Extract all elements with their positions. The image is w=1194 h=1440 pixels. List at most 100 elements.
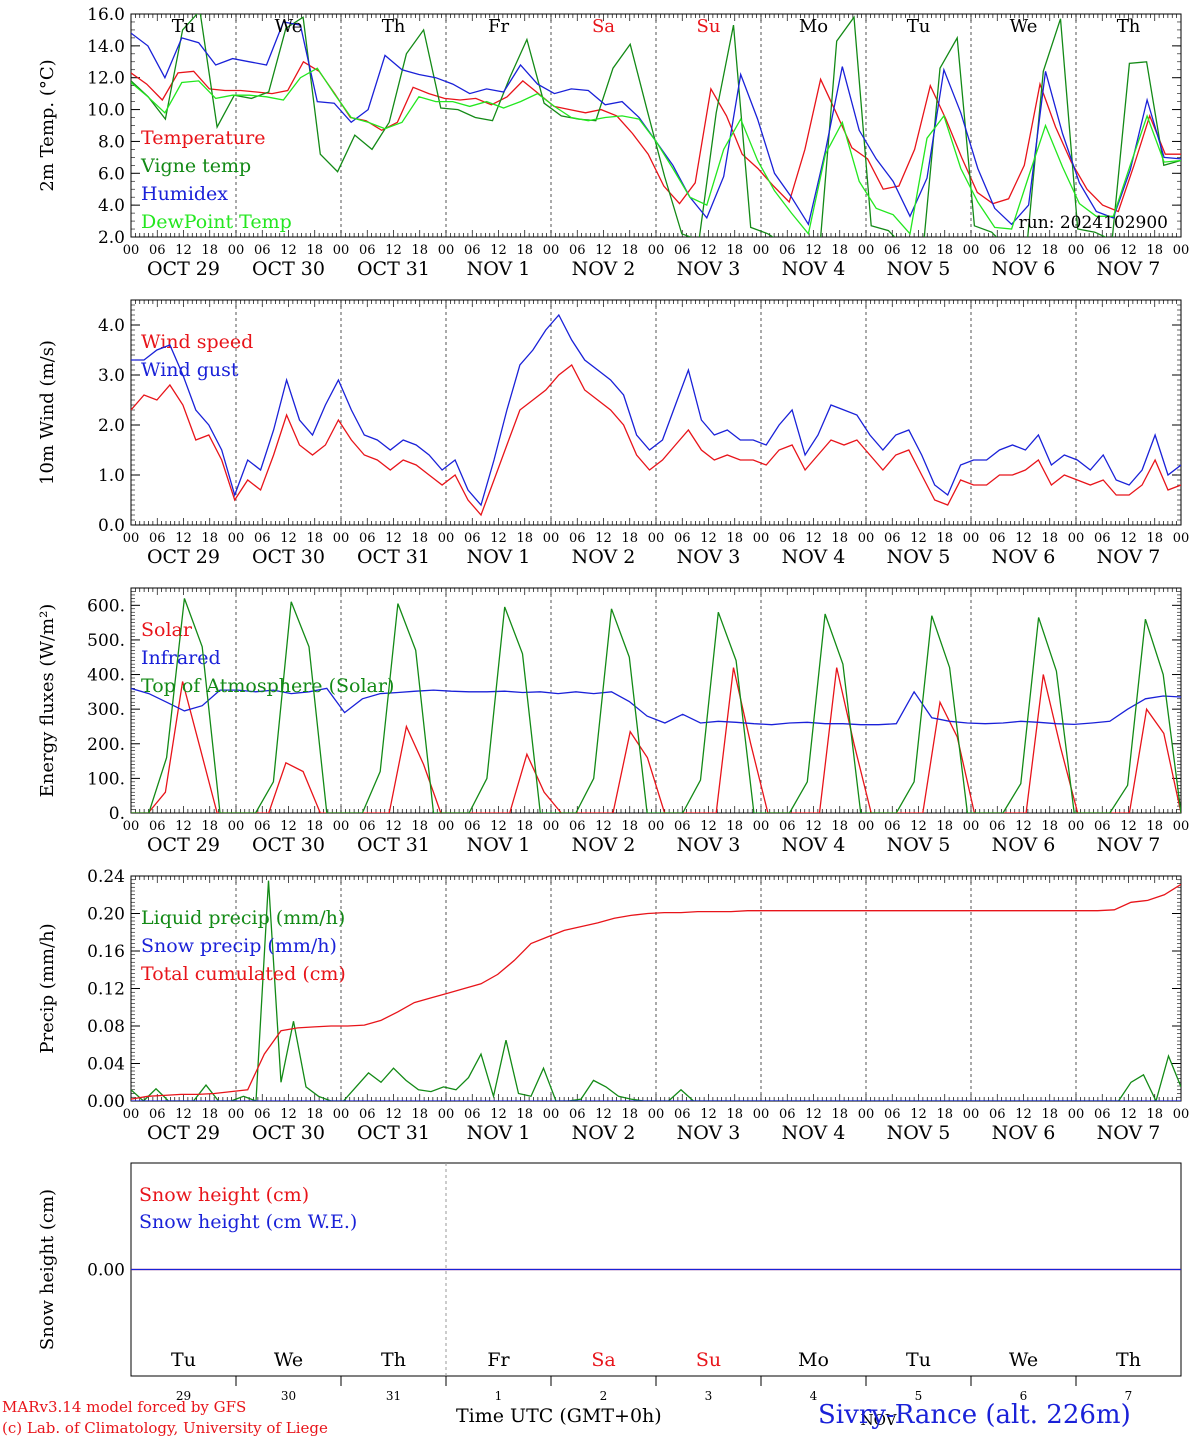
day-label: NOV 4 [782, 258, 846, 280]
hour-label: 00 [963, 819, 980, 834]
hour-label: 06 [884, 531, 901, 546]
hour-label: 00 [753, 1107, 770, 1122]
hour-label: 06 [989, 1107, 1006, 1122]
y-axis-title: Snow height (cm) [37, 1189, 58, 1350]
hour-label: 00 [123, 243, 140, 258]
hour-label: 12 [805, 819, 822, 834]
hour-label: 12 [595, 1107, 612, 1122]
hour-label: 18 [1146, 531, 1163, 546]
weekday-label: Tu [171, 1349, 196, 1371]
hour-label: 12 [910, 531, 927, 546]
hour-label: 00 [543, 243, 560, 258]
series-line-1 [131, 667, 1181, 813]
y-axis-title: 2m Temp. (°C) [37, 59, 58, 191]
legend-entry: Snow precip (mm/h) [141, 935, 337, 957]
legend-entry: Wind gust [141, 359, 239, 381]
hour-label: 18 [306, 1107, 323, 1122]
hour-label: 18 [516, 531, 533, 546]
series-line-1 [131, 364, 1181, 517]
y-tick-label: 0.04 [87, 1055, 125, 1075]
hour-label: 06 [149, 1107, 166, 1122]
panel-frame [130, 299, 1182, 526]
hour-label: 00 [228, 531, 245, 546]
weekday-label: Su [696, 1349, 721, 1371]
hour-label: 00 [648, 1107, 665, 1122]
hour-label: 12 [385, 1107, 402, 1122]
bottom-day-number: 3 [705, 1389, 713, 1403]
hour-label: 00 [1173, 819, 1190, 834]
day-label: NOV 6 [992, 834, 1056, 856]
hour-label: 12 [1120, 819, 1137, 834]
hour-label: 06 [149, 819, 166, 834]
hour-label: 12 [490, 819, 507, 834]
hour-label: 06 [359, 531, 376, 546]
hour-label: 12 [805, 531, 822, 546]
y-tick-label: 3.0 [98, 366, 125, 386]
hour-label: 18 [201, 243, 218, 258]
day-label: NOV 2 [572, 1122, 636, 1144]
hour-label: 06 [989, 531, 1006, 546]
series-line-2 [131, 313, 1181, 507]
hour-label: 06 [464, 243, 481, 258]
weekday-label: We [274, 1349, 303, 1371]
day-label: OCT 31 [357, 258, 430, 280]
day-label: NOV 5 [887, 1122, 951, 1144]
day-label: NOV 1 [467, 546, 531, 568]
day-label: NOV 2 [572, 546, 636, 568]
hour-label: 06 [569, 243, 586, 258]
hour-label: 18 [411, 531, 428, 546]
hour-label: 00 [858, 531, 875, 546]
hour-label: 06 [1094, 243, 1111, 258]
hour-label: 12 [1015, 819, 1032, 834]
hour-label: 12 [175, 243, 192, 258]
day-label: NOV 5 [887, 546, 951, 568]
hour-label: 06 [464, 1107, 481, 1122]
y-tick-label: 0. [109, 804, 125, 824]
bottom-month-label: NOV [861, 1411, 898, 1429]
hour-label: 00 [963, 531, 980, 546]
y-tick-label: 10.0 [87, 101, 125, 121]
hour-label: 00 [438, 819, 455, 834]
legend-entry: Vigne temp [140, 155, 251, 177]
day-label: OCT 31 [357, 546, 430, 568]
y-tick-label: 0.24 [87, 867, 125, 887]
legend-entry: DewPoint Temp [141, 211, 292, 233]
hour-label: 12 [280, 243, 297, 258]
weekday-label: We [1009, 1349, 1038, 1371]
y-axis-title: 10m Wind (m/s) [37, 340, 58, 485]
weekday-label: Sa [591, 1349, 615, 1371]
panel-frame [130, 587, 1182, 814]
day-label: NOV 2 [572, 258, 636, 280]
y-axis-title: Energy fluxes (W/m²) [37, 604, 58, 798]
y-tick-label: 0.20 [87, 905, 125, 925]
legend-entry: Total cumulated (cm) [141, 963, 346, 985]
legend-entry: Liquid precip (mm/h) [141, 907, 345, 929]
y-axis-title: Precip (mm/h) [37, 923, 58, 1053]
day-label: NOV 1 [467, 1122, 531, 1144]
hour-label: 18 [1041, 1107, 1058, 1122]
weekday-label: Th [382, 16, 406, 37]
station-name: Sivry-Rance (alt. 226m) [818, 1400, 1131, 1430]
hour-label: 18 [726, 243, 743, 258]
hour-label: 00 [1173, 1107, 1190, 1122]
y-tick-label: 2.0 [98, 228, 125, 248]
series-line-3 [131, 598, 1181, 813]
day-label: NOV 4 [782, 834, 846, 856]
hour-label: 12 [175, 819, 192, 834]
day-label: OCT 30 [252, 834, 325, 856]
weekday-label: Sa [592, 16, 615, 37]
hour-label: 00 [858, 819, 875, 834]
weekday-label: We [275, 16, 303, 37]
day-label: OCT 30 [252, 1122, 325, 1144]
bottom-day-number: 29 [176, 1389, 191, 1403]
y-tick-label: 0.00 [87, 1092, 125, 1112]
weekday-label: We [1010, 16, 1038, 37]
day-label: OCT 29 [147, 258, 220, 280]
weekday-label: Fr [487, 1349, 510, 1371]
legend-entry: Snow height (cm) [139, 1184, 309, 1206]
bottom-day-number: 5 [915, 1389, 923, 1403]
hour-label: 00 [228, 819, 245, 834]
hour-label: 18 [936, 819, 953, 834]
day-label: OCT 31 [357, 1122, 430, 1144]
